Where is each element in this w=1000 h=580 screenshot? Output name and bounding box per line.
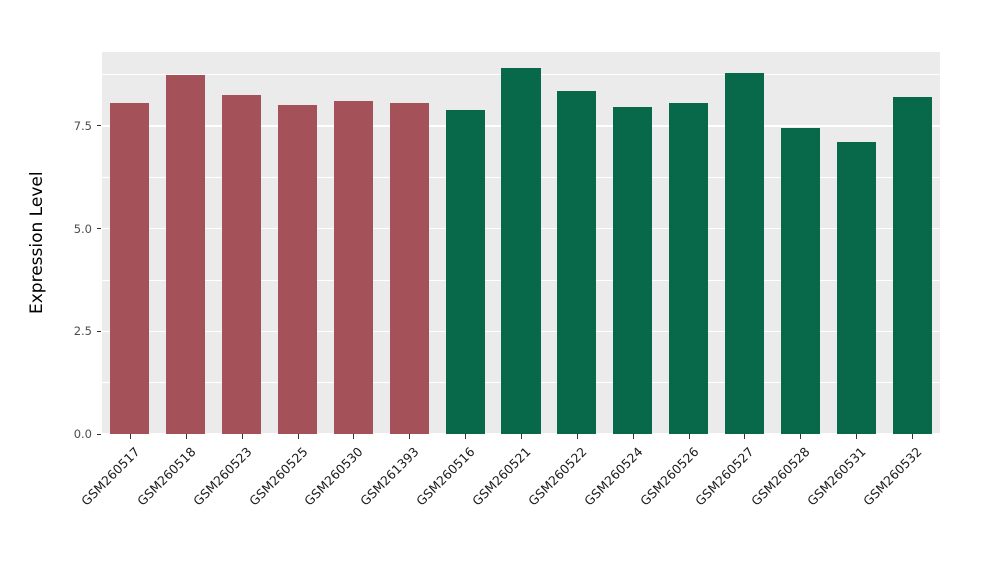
x-axis-label: GSM260526: [636, 444, 702, 509]
x-tick-mark: [297, 434, 299, 439]
x-axis-label: GSM260516: [413, 444, 478, 509]
x-axis-label: GSM260531: [804, 444, 869, 509]
x-axis-label: GSM260528: [748, 444, 813, 509]
y-tick-mark: [97, 433, 101, 435]
bar-GSM260532: [892, 97, 932, 434]
bar-GSM260527: [724, 72, 764, 434]
x-tick-mark: [129, 434, 131, 439]
bar-GSM260524: [613, 107, 653, 434]
y-axis-title: Expression Level: [27, 171, 47, 315]
y-tick-label: 2.5: [73, 324, 92, 339]
x-axis-label: GSM260532: [860, 444, 925, 509]
bar-GSM260531: [836, 142, 876, 434]
x-axis-label: GSM260523: [189, 444, 255, 509]
x-tick-mark: [576, 434, 578, 439]
x-axis-label: GSM260525: [245, 444, 311, 509]
bar-GSM260516: [445, 109, 485, 434]
x-tick-mark: [800, 434, 802, 439]
x-axis-label: GSM260524: [580, 444, 646, 509]
x-tick-mark: [521, 434, 522, 439]
x-tick-mark: [744, 434, 746, 439]
x-axis-label: GSM260521: [469, 444, 534, 509]
bar-GSM260525: [277, 105, 318, 434]
x-tick-mark: [688, 434, 690, 439]
y-tick-label: 0.0: [73, 427, 92, 441]
x-tick-mark: [241, 434, 243, 439]
bar-GSM260517: [110, 103, 150, 434]
y-tick-mark: [97, 228, 101, 230]
x-tick-mark: [465, 434, 467, 439]
bar-GSM260528: [780, 128, 820, 434]
x-axis-label: GSM260527: [692, 444, 758, 509]
x-tick-mark: [912, 434, 914, 439]
x-axis-label: GSM260530: [301, 444, 366, 509]
bar-GSM260521: [501, 68, 541, 434]
y-tick-label: 5.0: [73, 221, 92, 236]
x-axis-label: GSM260522: [525, 444, 590, 509]
x-axis-label: GSM261393: [357, 444, 422, 509]
y-tick-mark: [97, 125, 101, 127]
bar-GSM260526: [669, 103, 709, 434]
x-tick-mark: [632, 434, 634, 439]
plot-panel: [102, 52, 940, 435]
bar-GSM260518: [166, 74, 206, 434]
x-tick-mark: [185, 434, 187, 439]
x-tick-mark: [409, 434, 411, 439]
y-tick-label: 7.5: [73, 118, 92, 133]
bar-GSM261393: [389, 103, 429, 434]
x-axis-label: GSM260518: [133, 444, 199, 509]
bar-GSM260530: [333, 101, 373, 434]
y-tick-mark: [97, 330, 101, 332]
x-tick-mark: [353, 434, 355, 439]
x-axis-label: GSM260517: [78, 444, 143, 509]
bar-GSM260522: [557, 91, 597, 434]
bar-GSM260523: [222, 95, 262, 434]
x-tick-mark: [856, 434, 858, 439]
